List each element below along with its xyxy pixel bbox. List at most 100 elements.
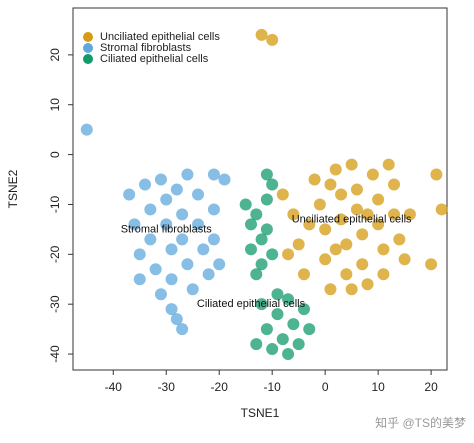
point <box>202 268 215 281</box>
point <box>160 218 173 231</box>
point <box>361 278 374 291</box>
point <box>154 173 167 186</box>
point <box>366 168 379 181</box>
legend-marker <box>83 43 93 53</box>
watermark: 知乎 @TS的美梦 <box>375 415 466 430</box>
point <box>271 308 284 321</box>
point <box>287 318 300 331</box>
y-tick-label: -20 <box>48 245 62 263</box>
point <box>207 168 220 181</box>
point <box>382 158 395 171</box>
point <box>329 163 342 176</box>
point <box>340 238 353 251</box>
point <box>149 263 162 276</box>
point <box>176 233 189 246</box>
point <box>244 243 257 256</box>
point <box>292 238 305 251</box>
y-tick-label: -10 <box>48 195 62 213</box>
point <box>170 183 183 196</box>
point <box>425 258 438 271</box>
point <box>276 333 289 346</box>
legend-label: Ciliated epithelial cells <box>100 53 209 65</box>
point <box>319 223 332 236</box>
legend-marker <box>83 32 93 42</box>
point <box>170 313 183 326</box>
point <box>192 218 205 231</box>
point <box>377 243 390 256</box>
point <box>297 268 310 281</box>
y-tick-label: 20 <box>48 48 62 62</box>
point <box>345 158 358 171</box>
point <box>260 193 273 206</box>
point <box>377 268 390 281</box>
x-tick-label: -30 <box>158 380 176 394</box>
point <box>324 178 337 191</box>
point <box>139 178 152 191</box>
point <box>154 288 167 301</box>
point <box>123 188 136 201</box>
legend-label: Unciliated epithelial cells <box>100 31 220 43</box>
point <box>133 248 146 261</box>
point <box>297 303 310 316</box>
legend-label: Stromal fibroblasts <box>100 42 192 54</box>
point <box>218 173 231 186</box>
point <box>207 203 220 216</box>
point <box>165 273 178 286</box>
point <box>255 258 268 271</box>
point <box>250 268 263 281</box>
point <box>361 208 374 221</box>
point <box>186 283 199 296</box>
point <box>388 208 401 221</box>
y-tick-label: 0 <box>48 151 62 158</box>
point <box>356 228 369 241</box>
point <box>398 253 411 266</box>
point <box>350 183 363 196</box>
y-tick-label: -30 <box>48 295 62 313</box>
y-axis-label: TSNE2 <box>6 169 20 208</box>
legend-marker <box>83 54 93 64</box>
point <box>176 323 189 336</box>
point <box>350 203 363 216</box>
point <box>181 168 194 181</box>
point <box>292 338 305 351</box>
point <box>144 233 157 246</box>
point <box>266 343 279 356</box>
y-tick-label: 10 <box>48 98 62 112</box>
point <box>144 203 157 216</box>
x-axis-label: TSNE1 <box>241 406 280 420</box>
point <box>255 298 268 311</box>
point <box>403 208 416 221</box>
point <box>266 178 279 191</box>
point <box>250 338 263 351</box>
point <box>165 303 178 316</box>
point <box>372 218 385 231</box>
x-tick-label: 10 <box>371 380 385 394</box>
point <box>260 168 273 181</box>
point <box>197 243 210 256</box>
annotation: Unciliated epithelial cells <box>292 213 412 225</box>
x-tick-label: 0 <box>322 380 329 394</box>
point <box>266 248 279 261</box>
point <box>133 273 146 286</box>
point <box>393 233 406 246</box>
annotation: Ciliated epithelial cells <box>197 298 306 310</box>
x-tick-label: -20 <box>211 380 229 394</box>
x-tick-label: 20 <box>424 380 438 394</box>
point <box>207 233 220 246</box>
point <box>250 208 263 221</box>
point <box>260 323 273 336</box>
point <box>239 198 252 211</box>
point <box>160 193 173 206</box>
point <box>308 173 321 186</box>
point <box>329 243 342 256</box>
point <box>282 248 295 261</box>
point <box>335 213 348 226</box>
point <box>244 218 257 231</box>
point <box>335 188 348 201</box>
point <box>430 168 443 181</box>
point <box>435 203 448 216</box>
point <box>271 288 284 301</box>
point <box>128 218 141 231</box>
point <box>255 233 268 246</box>
point <box>266 33 279 46</box>
